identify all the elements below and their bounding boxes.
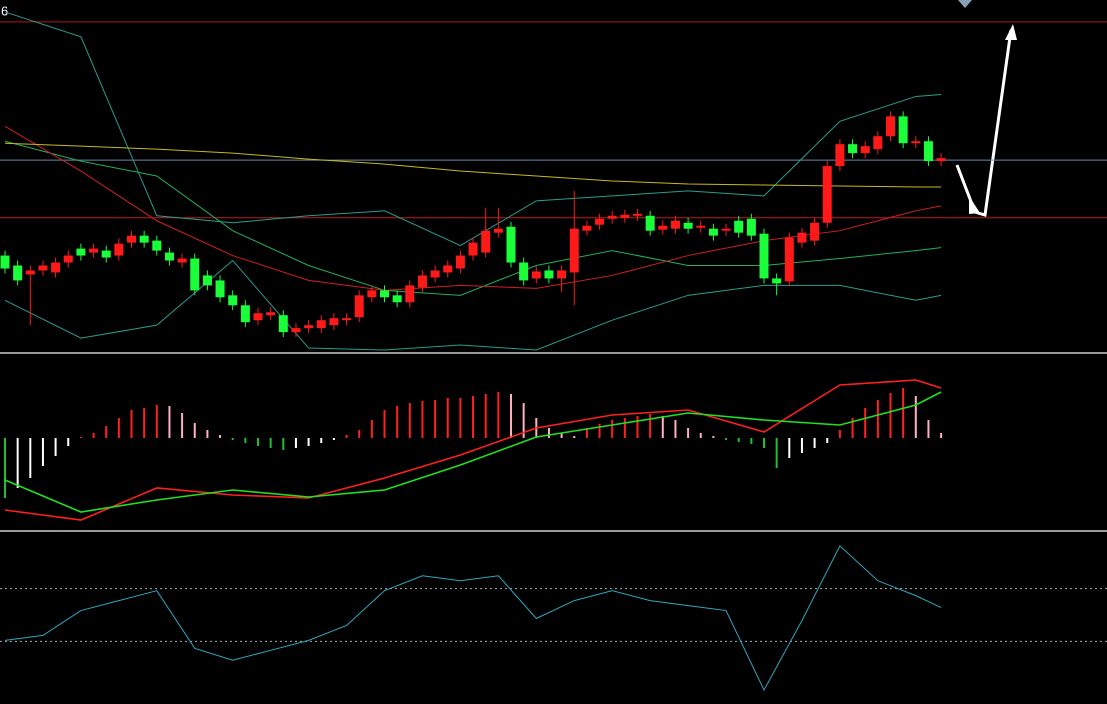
candle-body [797, 232, 807, 243]
candle-body [190, 258, 200, 291]
arrow-head [1005, 24, 1017, 40]
candle-body [468, 242, 478, 256]
candle-body [101, 250, 111, 258]
candle-body [519, 262, 529, 281]
candle-body [481, 230, 491, 253]
candle-body [392, 295, 402, 303]
candle-body [354, 295, 364, 318]
candle-body [772, 278, 782, 284]
candle-body [89, 248, 99, 253]
candle-body [848, 144, 858, 154]
candle-body [506, 226, 516, 263]
candle-body [683, 222, 693, 229]
candle-body [51, 262, 61, 273]
candle-body [316, 320, 326, 329]
indicator-line [4, 140, 942, 296]
candle-body [0, 255, 10, 269]
candle-body [860, 146, 870, 154]
candle-body [822, 166, 832, 223]
candle-body [569, 228, 579, 273]
candle-body [177, 258, 187, 263]
indicator-line [4, 125, 942, 291]
candle-body [923, 141, 933, 162]
candle-body [114, 243, 124, 256]
candle-body [898, 116, 908, 144]
arrow-path [955, 29, 1013, 217]
candle-body [430, 270, 440, 278]
candle-body [329, 318, 339, 326]
candle-body [658, 225, 668, 230]
candle-body [835, 144, 845, 167]
candle-body [240, 305, 250, 323]
indicator-line [4, 379, 942, 521]
candle-body [405, 285, 415, 303]
candle-body [721, 228, 731, 231]
candle-body [152, 240, 162, 251]
candle-body [417, 275, 427, 288]
candle-body [734, 220, 744, 233]
candle-body [670, 220, 680, 229]
candle-body [63, 255, 73, 263]
candle-body [708, 228, 718, 236]
candle-body [13, 265, 23, 281]
candle-body [886, 116, 895, 137]
candle-body [127, 235, 136, 243]
candle-body [784, 237, 794, 282]
candle-body [595, 218, 605, 225]
candle-body [443, 265, 453, 273]
candle-body [228, 295, 238, 306]
candle-body [911, 141, 921, 144]
candle-body [696, 225, 706, 228]
candle-body [557, 270, 567, 279]
candle-body [304, 325, 314, 329]
indicator-line [4, 259, 942, 351]
candle-body [202, 275, 212, 286]
marker-triangle [958, 0, 972, 8]
indicator-line [4, 545, 942, 692]
candle-body [759, 233, 769, 279]
candle-body [607, 215, 617, 219]
corner-label: 6 [1, 3, 8, 18]
candle-body [342, 318, 352, 321]
candle-body [380, 290, 389, 298]
candle-body [367, 290, 377, 298]
candle-body [266, 312, 276, 316]
candle-body [746, 218, 756, 236]
candle-body [25, 270, 35, 275]
candle-body [139, 235, 149, 243]
candle-body [253, 313, 263, 321]
candle-body [278, 315, 288, 333]
candle-body [544, 270, 554, 279]
candle-body [38, 265, 48, 271]
candle-body [531, 271, 541, 279]
candle-body [215, 280, 225, 298]
candle-body [76, 248, 86, 256]
candle-body [620, 214, 630, 218]
candle-body [164, 252, 174, 261]
candle-body [455, 255, 465, 269]
candle-body [645, 215, 655, 231]
candle-body [633, 213, 642, 216]
candle-body [582, 225, 592, 231]
candle-body [810, 222, 820, 241]
indicator-line [4, 391, 942, 513]
candle-body [936, 158, 946, 162]
candle-body [291, 328, 301, 333]
candle-body [493, 228, 503, 233]
candle-body [873, 136, 883, 150]
arrow-head [969, 196, 980, 214]
